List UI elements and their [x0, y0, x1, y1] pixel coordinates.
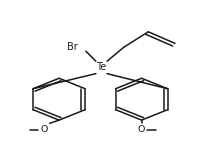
Text: O: O — [40, 125, 48, 134]
Text: O: O — [138, 125, 145, 134]
Text: Br: Br — [67, 42, 78, 52]
Text: Te: Te — [96, 62, 107, 72]
